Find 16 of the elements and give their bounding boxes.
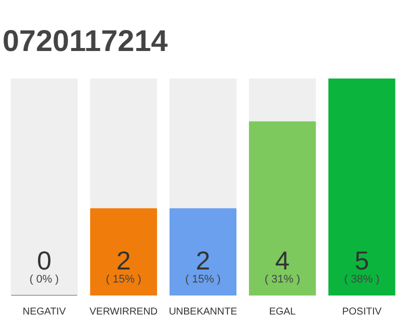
annotation: ( 38% ) bbox=[344, 274, 380, 286]
annotation: ( 15% ) bbox=[106, 274, 142, 286]
data-label: 4 bbox=[275, 246, 290, 276]
data-label: 2 bbox=[116, 246, 131, 276]
annotation: ( 31% ) bbox=[264, 274, 300, 286]
x-tick-label: POSITIV bbox=[342, 306, 382, 318]
x-tick-label: NEGATIV bbox=[22, 306, 66, 318]
annotation: ( 15% ) bbox=[185, 274, 221, 286]
x-tick-label: EGAL bbox=[269, 306, 296, 318]
x-tick-label: UNBEKANNTE bbox=[168, 306, 238, 318]
data-label: 0 bbox=[36, 246, 52, 276]
annotation: ( 0% ) bbox=[30, 274, 59, 286]
chart-title: 0720117214 bbox=[2, 25, 168, 58]
data-label: 5 bbox=[354, 246, 370, 276]
data-label: 2 bbox=[196, 246, 210, 276]
x-tick-label: VERWIRREND bbox=[90, 306, 158, 318]
